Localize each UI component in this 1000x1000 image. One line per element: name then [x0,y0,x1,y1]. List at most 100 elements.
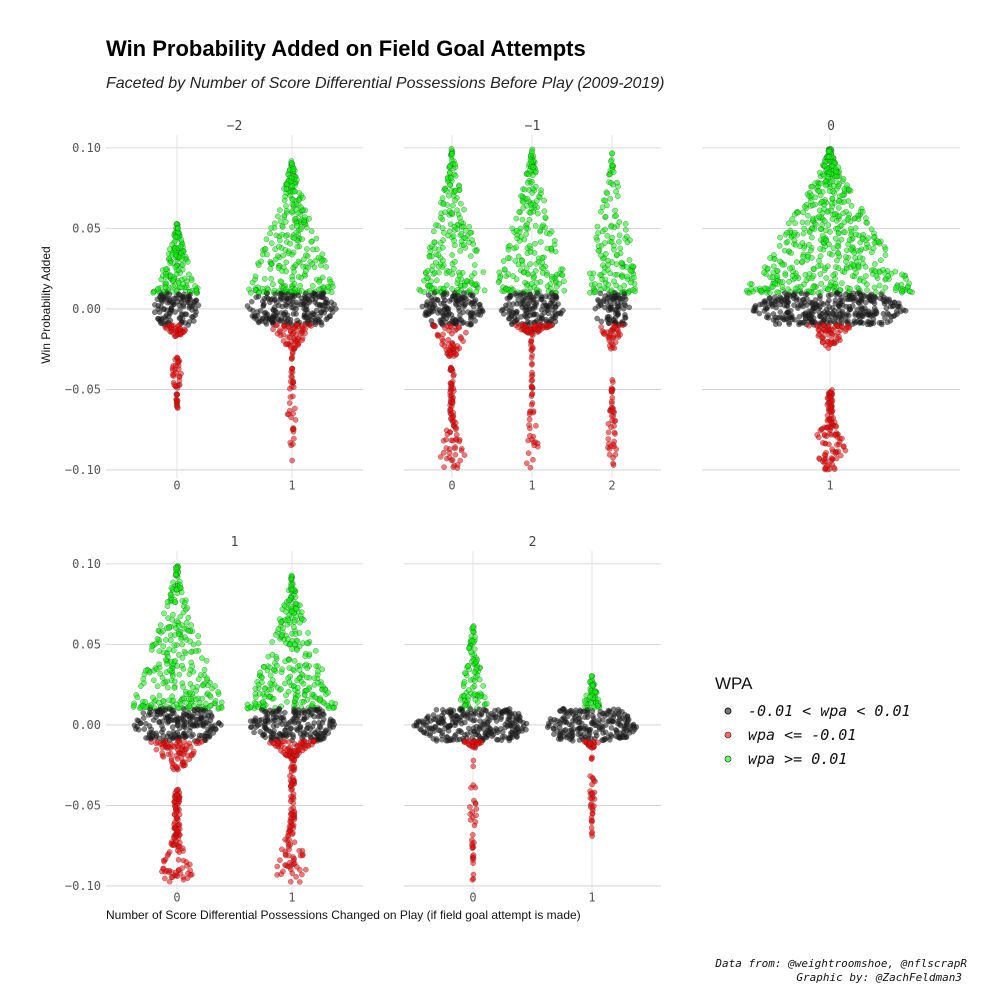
point-neutral [553,295,559,302]
point-positive [800,253,806,260]
point-neutral [175,732,181,739]
point-positive [303,687,310,694]
point-positive [170,277,177,283]
point-neutral [767,295,773,302]
point-negative [458,335,464,342]
point-positive [279,666,285,673]
point-positive [824,263,831,270]
point-neutral [158,303,164,310]
point-positive [602,276,609,283]
point-positive [297,613,304,619]
point-positive [777,234,783,241]
point-neutral [756,310,763,317]
point-positive [772,256,778,262]
point-positive [186,271,192,278]
point-positive [823,275,829,281]
point-positive [215,704,222,711]
point-negative [169,371,176,378]
point-positive [623,233,630,240]
point-negative [530,456,536,463]
point-negative [286,837,292,843]
point-positive [296,675,303,682]
point-negative [296,879,303,885]
point-negative [287,841,293,848]
point-positive [157,622,164,628]
point-positive [192,283,198,289]
point-neutral [868,291,875,298]
point-positive [158,276,165,283]
point-positive [255,262,262,268]
point-positive [608,180,614,186]
point-positive [495,279,502,286]
point-positive [449,151,455,157]
point-positive [823,237,830,244]
point-neutral [307,706,313,713]
point-negative [822,328,829,335]
point-negative [298,740,305,747]
point-positive [417,288,424,294]
point-positive [779,261,786,268]
point-neutral [154,296,161,303]
point-positive [537,227,544,234]
point-neutral [467,291,474,298]
point-neutral [548,316,555,323]
point-positive [263,236,270,243]
point-negative [608,398,615,405]
point-negative [153,746,160,753]
point-positive [261,686,268,692]
point-negative [447,323,454,330]
point-negative [610,460,616,467]
point-negative [842,447,849,454]
point-neutral [159,708,166,715]
point-positive [137,683,144,689]
point-positive [810,265,817,272]
point-positive [614,179,620,186]
point-positive [302,653,309,659]
point-positive [178,250,185,256]
point-neutral [802,291,809,298]
point-neutral [816,305,822,312]
point-neutral [555,310,562,317]
point-positive [279,231,285,238]
point-positive [800,209,806,216]
point-positive [291,624,297,631]
point-positive [271,220,278,227]
point-neutral [188,733,195,739]
point-positive [188,649,194,655]
point-neutral [205,712,212,719]
point-positive [293,600,300,607]
point-negative [292,417,299,423]
point-positive [799,219,806,226]
point-neutral [479,307,486,314]
point-neutral [425,292,432,298]
point-positive [532,223,539,229]
point-neutral [784,295,791,302]
point-positive [791,237,798,244]
point-neutral [186,319,193,325]
point-negative [303,866,309,873]
point-positive [176,623,182,629]
point-negative [827,395,834,401]
point-positive [450,202,456,209]
point-negative [305,743,312,749]
point-positive [449,271,456,277]
point-positive [533,260,539,267]
point-positive [856,277,863,284]
point-positive [188,622,195,629]
point-positive [292,631,299,637]
point-positive [195,640,202,646]
point-positive [195,676,202,682]
point-positive [160,698,167,704]
point-positive [268,240,275,246]
point-positive [464,663,471,669]
point-positive [432,270,438,276]
point-positive [467,253,474,259]
point-negative [441,343,448,349]
point-negative [278,743,285,749]
point-neutral [172,309,178,315]
point-positive [290,166,297,172]
point-neutral [777,294,783,301]
point-positive [189,684,196,691]
point-negative [274,872,280,878]
point-positive [450,233,457,239]
